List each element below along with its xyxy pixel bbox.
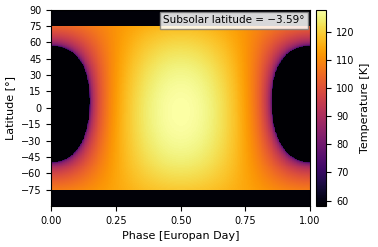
Text: Subsolar latitude = −3.59°: Subsolar latitude = −3.59° [163, 16, 305, 25]
Y-axis label: Latitude [°]: Latitude [°] [6, 76, 15, 140]
X-axis label: Phase [Europan Day]: Phase [Europan Day] [122, 231, 240, 242]
Y-axis label: Temperature [K]: Temperature [K] [360, 63, 370, 153]
